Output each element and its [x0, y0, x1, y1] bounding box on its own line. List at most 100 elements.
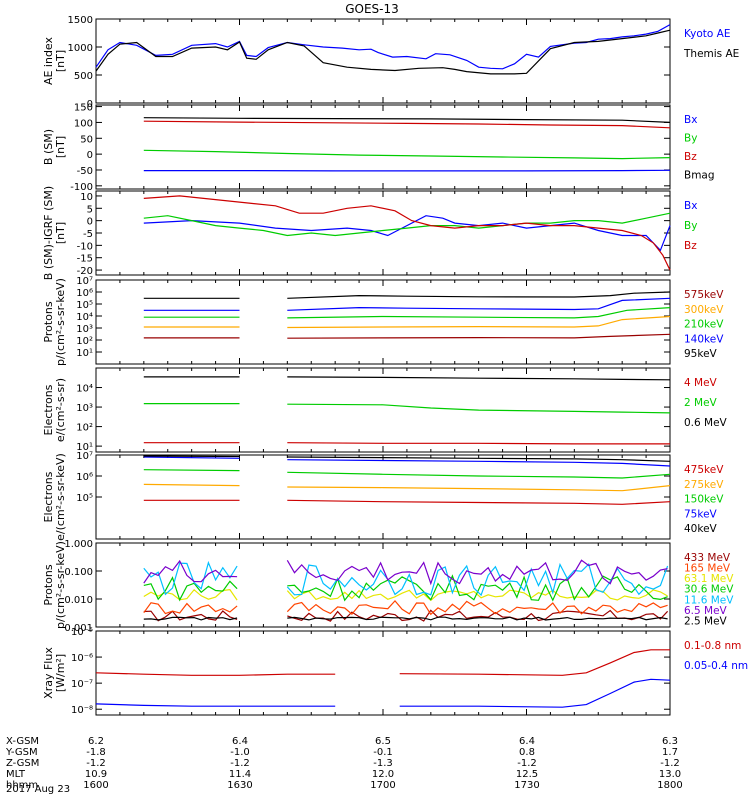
y-tick-label: 10²: [76, 423, 93, 434]
series-line-300kev: [143, 315, 671, 329]
y-tick-label: 10¹: [76, 348, 93, 359]
legend-entry: 275keV: [684, 479, 724, 491]
legend-entry: Themis AE: [683, 48, 739, 60]
y-tick-label: -20: [77, 266, 93, 277]
series-line-kyoto-ae: [95, 24, 671, 70]
y-tick-label: -50: [77, 166, 93, 177]
series-line-0-6-mev: [143, 376, 671, 381]
series-line-0-05-0-4-nm: [95, 678, 671, 708]
y-axis-label: B (SM)[nT]: [42, 129, 67, 165]
legend-entry: 30.6 MeV: [684, 584, 734, 596]
footer-value: -1.0: [230, 747, 250, 758]
y-tick-label: 10³: [76, 324, 93, 335]
series-line-30-6-mev: [143, 574, 668, 602]
y-tick-label: 10⁻⁶: [71, 653, 93, 664]
y-tick-label: 5: [87, 204, 93, 215]
y-tick-label: 10⁷: [76, 276, 93, 287]
legend-entry: 0.6 MeV: [684, 417, 728, 429]
legend-entry: 40keV: [684, 523, 718, 535]
series-line-bx: [143, 215, 671, 252]
y-tick-label: 0: [87, 217, 93, 228]
panel-frame: [95, 18, 671, 104]
footer-value: 6.4: [232, 736, 248, 747]
legend-entry: 11.6 MeV: [684, 594, 734, 606]
footer-value: 13.0: [659, 769, 681, 780]
series-line-11-6-mev: [143, 560, 669, 597]
footer-row-label: MLT: [6, 769, 26, 780]
panel-bigrf: -20-15 -10-50 510 B (SM)-IGRF (SM)[nT] Bx By B…: [42, 186, 697, 280]
date-label: 2017 Aug 23: [6, 784, 70, 795]
series-line-themis-ae: [95, 29, 671, 75]
legend-entry: 95keV: [684, 348, 718, 360]
footer-value: 11.4: [229, 769, 251, 780]
footer-value: -1.2: [86, 758, 106, 769]
y-axis-label: Xray Flux[W/m²]: [42, 647, 67, 699]
legend-entry: 2 MeV: [684, 397, 718, 409]
y-tick-label: 0.010: [64, 595, 93, 606]
footer-row-label: X-GSM: [6, 736, 39, 747]
y-tick-label: 10⁵: [76, 493, 93, 504]
footer-value: 12.5: [516, 769, 538, 780]
panel-electrons_mev: 10¹ 10² 10³ 10⁴ Electronse/(cm²-s-sr) 4 MeV 2 …: [42, 367, 728, 453]
legend-entry: 4 MeV: [684, 377, 718, 389]
footer-value: 6.2: [88, 736, 104, 747]
y-tick-label: 10⁻⁵: [71, 627, 93, 638]
y-tick-label: -15: [77, 254, 93, 265]
footer-value: 0.8: [519, 747, 535, 758]
series-line-by: [143, 149, 671, 160]
footer-value: 1730: [514, 780, 539, 791]
footer-value: 1600: [83, 780, 108, 791]
series-line-bz: [143, 120, 671, 129]
footer-value: -0.1: [373, 747, 393, 758]
legend-entry: By: [684, 133, 697, 145]
panel-frame: [95, 542, 671, 628]
footer-ephemeris: X-GSMY-GSMZ-GSMMLThhmm6.2-1.8-1.210.9160…: [5, 736, 683, 795]
legend-entry: Bz: [684, 240, 697, 252]
legend-entry: Bx: [684, 114, 697, 126]
legend-entry: 75keV: [684, 508, 718, 520]
legend-entry: 0.1-0.8 nm: [684, 640, 741, 652]
y-tick-label: 1500: [68, 15, 93, 26]
y-tick-label: 10⁻⁷: [71, 679, 93, 690]
series-line-by: [143, 212, 671, 237]
series-line-0-1-0-8-nm: [95, 649, 670, 676]
legend-entry: Kyoto AE: [684, 28, 730, 40]
legend-entry: 63.1 MeV: [684, 573, 734, 585]
legend-entry: 165 MeV: [684, 563, 731, 575]
series-line-bx: [143, 169, 671, 172]
y-tick-label: 0.100: [64, 567, 93, 578]
footer-row-label: hhmm: [6, 780, 38, 791]
footer-value: 1700: [370, 780, 395, 791]
footer-value: 12.0: [372, 769, 394, 780]
series-line-bz: [143, 195, 671, 271]
series-line-140kev: [143, 297, 671, 311]
panel-frame: [95, 190, 671, 276]
y-tick-label: 0: [87, 150, 93, 161]
panel-electrons_kev: 10⁵ 10⁶ 10⁷ Electronse/(cm²-s-sr-keV) 475keV…: [42, 451, 724, 541]
series-line-75kev: [143, 456, 671, 467]
y-tick-label: 1.000: [64, 539, 93, 550]
y-tick-label: 1000: [68, 43, 93, 54]
series-line-165-mev: [143, 599, 668, 616]
footer-value: -1.2: [517, 758, 537, 769]
footer-row-label: Y-GSM: [5, 747, 38, 758]
panel-frame: [95, 279, 671, 365]
y-tick-label: 10⁴: [76, 312, 93, 323]
panel-xray: 10⁻⁸ 10⁻⁷ 10⁻⁶ 10⁻⁵ Xray Flux[W/m²] 0.1-0.8 n…: [42, 627, 748, 716]
legend-entry: 0.05-0.4 nm: [684, 660, 748, 672]
legend-entry: 433 MeV: [684, 552, 731, 564]
y-axis-label: B (SM)-IGRF (SM)[nT]: [42, 186, 67, 280]
legend-entry: 2.5 MeV: [684, 615, 728, 627]
y-tick-label: -10: [77, 241, 93, 252]
panel-protons_mev: 0.001 0.010 0.100 1.000Protonsp/(cm²-s-sr-k…: [42, 539, 734, 634]
series-line-575kev: [143, 333, 671, 339]
series-line-475kev: [143, 499, 671, 505]
y-tick-label: -5: [83, 229, 93, 240]
y-tick-label: 50: [80, 134, 93, 145]
footer-value: -1.3: [373, 758, 393, 769]
legend-entry: Bz: [684, 151, 697, 163]
